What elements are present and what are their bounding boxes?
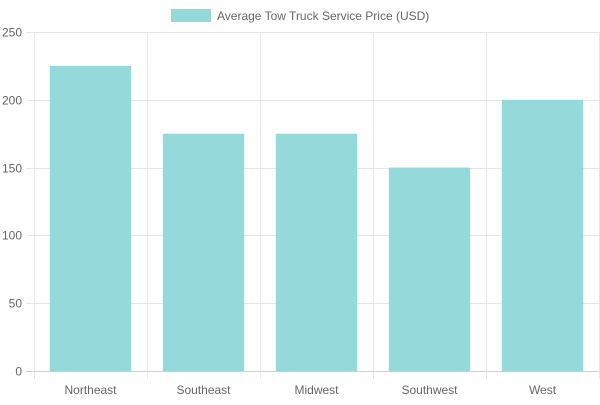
bars xyxy=(49,65,584,372)
bar-west xyxy=(501,99,584,372)
chart-legend: Average Tow Truck Service Price (USD) xyxy=(171,9,429,23)
bar-southeast xyxy=(162,133,245,371)
x-tick-label: Northeast xyxy=(64,383,117,397)
x-tick-label: Midwest xyxy=(294,383,339,397)
legend-label: Average Tow Truck Service Price (USD) xyxy=(217,9,429,23)
legend-swatch xyxy=(171,9,211,22)
y-tick-label: 100 xyxy=(2,229,22,243)
x-tick-label: Southwest xyxy=(401,383,458,397)
y-tick-label: 200 xyxy=(2,94,22,108)
x-axis-ticks: Northeast Southeast Midwest Southwest West xyxy=(64,383,556,397)
y-axis-ticks: 0 50 100 150 200 250 xyxy=(2,26,22,379)
y-tick-label: 250 xyxy=(2,26,22,40)
y-tick-label: 150 xyxy=(2,162,22,176)
x-tick-label: Southeast xyxy=(176,383,231,397)
y-tick-label: 50 xyxy=(9,297,23,311)
y-tick-label: 0 xyxy=(15,365,22,379)
bar-northeast xyxy=(49,65,132,372)
bar-midwest xyxy=(275,133,358,371)
x-tick-label: West xyxy=(529,383,557,397)
bar-southwest xyxy=(388,167,471,371)
